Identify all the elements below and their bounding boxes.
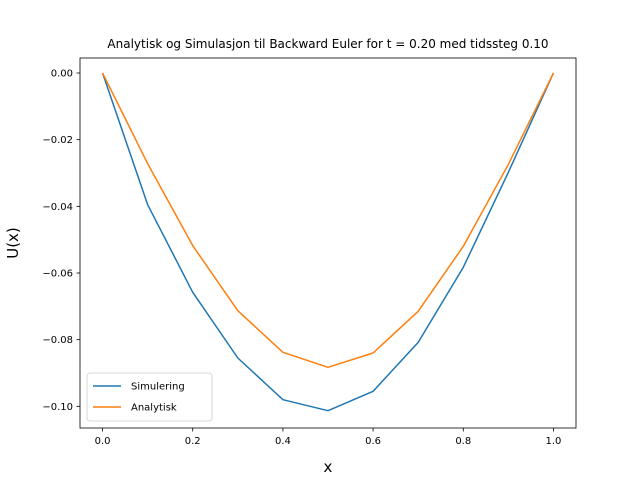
x-axis-ticks: 0.0 0.2 0.4 0.6 0.8 1.0 xyxy=(95,428,562,447)
x-tick-label: 0.2 xyxy=(185,436,201,447)
legend-entries: Simulering Analytisk xyxy=(93,382,185,414)
y-tick-label: −0.08 xyxy=(42,335,73,346)
legend-box xyxy=(86,372,213,422)
x-tick-label: 1.0 xyxy=(546,436,562,447)
legend-label-analytisk: Analytisk xyxy=(131,403,177,414)
x-axis-label: x xyxy=(324,458,333,476)
series-line-simulering xyxy=(101,72,555,412)
y-tick-label: −0.02 xyxy=(42,135,73,146)
legend: Simulering Analytisk xyxy=(86,372,213,422)
plot-area xyxy=(79,57,577,429)
y-tick-label: −0.10 xyxy=(42,402,73,413)
x-tick-label: 0.0 xyxy=(95,436,111,447)
axes-frame xyxy=(79,57,577,429)
y-tick-label: −0.06 xyxy=(42,269,73,280)
x-tick-label: 0.4 xyxy=(275,436,291,447)
series-layer xyxy=(101,72,555,412)
legend-label-simulering: Simulering xyxy=(131,382,185,393)
series-line-analytisk xyxy=(101,72,555,369)
x-tick-label: 0.6 xyxy=(365,436,381,447)
y-axis-ticks: 0.00 −0.02 −0.04 −0.06 −0.08 −0.10 xyxy=(42,69,80,413)
y-axis-label: U(x) xyxy=(4,227,22,259)
x-tick-label: 0.8 xyxy=(455,436,471,447)
y-tick-label: −0.04 xyxy=(42,202,73,213)
y-tick-label: 0.00 xyxy=(51,69,73,80)
chart-title: Analytisk og Simulasjon til Backward Eul… xyxy=(107,37,548,51)
